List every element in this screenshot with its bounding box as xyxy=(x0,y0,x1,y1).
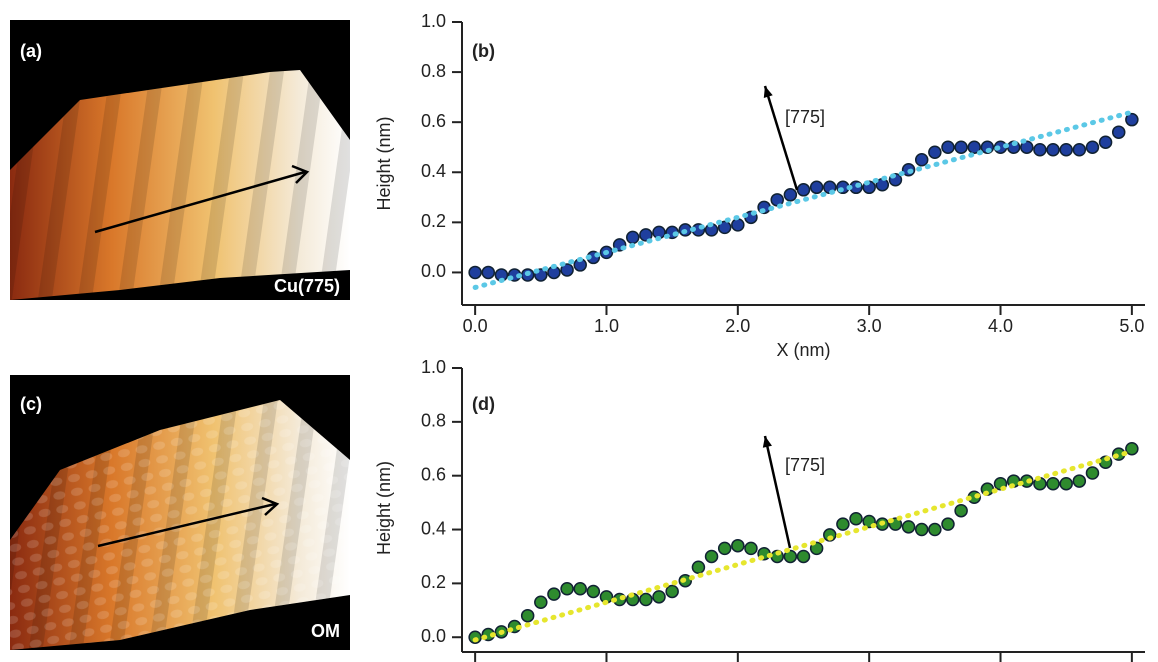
x-tick-label: 4.0 xyxy=(988,316,1013,336)
image-c: (c) OM xyxy=(10,375,350,650)
data-point xyxy=(534,595,548,609)
x-tick-label: 2.0 xyxy=(725,316,750,336)
panel-label: (a) xyxy=(20,41,42,61)
y-tick-label: 0.4 xyxy=(421,161,446,181)
arrow-head xyxy=(762,436,772,448)
y-tick-label: 0.2 xyxy=(421,572,446,592)
data-point xyxy=(1020,140,1034,154)
data-point xyxy=(836,517,850,531)
data-point xyxy=(1059,142,1073,157)
x-tick-label: 5.0 xyxy=(1119,316,1144,336)
y-tick-label: 0.8 xyxy=(421,61,446,81)
data-point xyxy=(1098,135,1113,149)
data-point xyxy=(1046,477,1060,491)
fit-line xyxy=(472,109,1135,290)
data-point xyxy=(586,584,601,599)
data-point xyxy=(547,587,561,601)
data-point xyxy=(1085,466,1100,480)
data-point xyxy=(717,541,732,556)
data-point xyxy=(941,140,955,154)
y-axis-label: Height (nm) xyxy=(374,461,394,555)
x-tick-label: 0.0 xyxy=(463,316,488,336)
data-point xyxy=(652,590,666,604)
y-tick-label: 0.6 xyxy=(421,464,446,484)
data-point xyxy=(783,549,798,564)
y-tick-label: 0.0 xyxy=(421,626,446,646)
data-point xyxy=(849,512,863,526)
data-point xyxy=(468,265,482,280)
data-point xyxy=(744,541,758,556)
data-point xyxy=(809,180,824,195)
series-markers xyxy=(468,112,1139,282)
image-caption: Cu(775) xyxy=(274,276,340,296)
data-point xyxy=(941,517,955,531)
data-point xyxy=(704,549,719,564)
data-point xyxy=(954,140,968,154)
data-point xyxy=(560,582,574,596)
annotation: [775] xyxy=(785,107,825,127)
y-axis-label: Height (nm) xyxy=(374,116,394,210)
image-caption: OM xyxy=(311,621,340,641)
arrow-head xyxy=(763,86,773,98)
y-tick-label: 0.2 xyxy=(421,211,446,231)
annotation: [775] xyxy=(785,455,825,475)
panel-label: (c) xyxy=(20,394,42,414)
data-point xyxy=(731,218,745,232)
data-point xyxy=(901,520,916,534)
panel-label: (d) xyxy=(472,394,495,414)
x-tick-label: 3.0 xyxy=(857,316,882,336)
data-point xyxy=(731,538,745,553)
y-tick-label: 0.8 xyxy=(421,411,446,431)
data-point xyxy=(1085,140,1100,154)
annotation-arrow xyxy=(763,85,799,191)
data-point xyxy=(783,188,798,202)
fit-line xyxy=(472,448,1135,643)
data-point xyxy=(639,592,653,607)
x-axis-label: X (nm) xyxy=(777,340,831,360)
data-point xyxy=(1059,477,1073,491)
data-point xyxy=(639,228,653,242)
data-point xyxy=(626,230,640,245)
data-point xyxy=(914,522,929,537)
data-point xyxy=(1033,142,1047,157)
y-tick-label: 1.0 xyxy=(421,11,446,31)
data-point xyxy=(1072,474,1087,488)
data-point xyxy=(520,608,535,623)
y-tick-label: 1.0 xyxy=(421,357,446,377)
data-point xyxy=(691,560,706,574)
data-point xyxy=(928,145,942,159)
panel-label: (b) xyxy=(472,41,495,61)
image-a: (a) Cu(775) xyxy=(10,20,350,300)
data-point xyxy=(573,582,587,596)
data-point xyxy=(967,140,981,154)
data-point xyxy=(1111,125,1126,139)
data-point xyxy=(1125,112,1139,127)
data-point xyxy=(928,522,942,537)
data-point xyxy=(954,503,968,518)
data-point xyxy=(665,584,679,599)
y-tick-label: 0.0 xyxy=(421,261,446,281)
data-point xyxy=(796,183,811,197)
y-tick-label: 0.4 xyxy=(421,518,446,538)
data-point xyxy=(560,263,574,277)
data-point xyxy=(717,220,732,235)
data-point xyxy=(1072,142,1087,157)
data-point xyxy=(1125,442,1139,456)
data-point xyxy=(481,265,496,280)
x-tick-label: 1.0 xyxy=(594,316,619,336)
data-point xyxy=(796,549,811,564)
data-point xyxy=(914,152,929,167)
data-point xyxy=(1046,142,1060,157)
y-tick-label: 0.6 xyxy=(421,111,446,131)
annotation-arrow xyxy=(763,435,792,549)
